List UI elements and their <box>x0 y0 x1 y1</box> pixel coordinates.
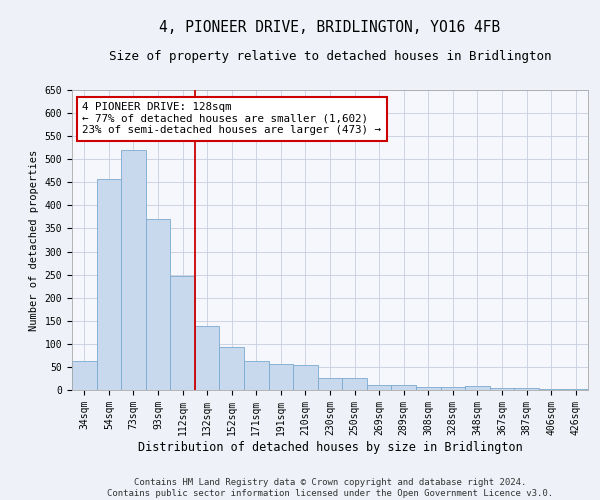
Bar <box>269 364 293 390</box>
Bar <box>563 388 588 390</box>
Y-axis label: Number of detached properties: Number of detached properties <box>29 150 39 330</box>
Bar <box>97 178 121 390</box>
Text: 4 PIONEER DRIVE: 128sqm
← 77% of detached houses are smaller (1,602)
23% of semi: 4 PIONEER DRIVE: 128sqm ← 77% of detache… <box>82 102 382 135</box>
Bar <box>121 150 146 390</box>
Bar <box>465 386 490 390</box>
Bar <box>293 364 318 390</box>
Text: Contains HM Land Registry data © Crown copyright and database right 2024.
Contai: Contains HM Land Registry data © Crown c… <box>107 478 553 498</box>
Bar <box>539 388 563 390</box>
Bar <box>342 378 367 390</box>
Bar <box>490 388 514 390</box>
Text: Size of property relative to detached houses in Bridlington: Size of property relative to detached ho… <box>109 50 551 63</box>
Bar <box>391 385 416 390</box>
Bar <box>367 386 391 390</box>
Bar <box>146 219 170 390</box>
Bar <box>72 362 97 390</box>
Bar <box>220 347 244 390</box>
Bar <box>514 388 539 390</box>
Bar <box>244 362 269 390</box>
Bar <box>195 326 220 390</box>
X-axis label: Distribution of detached houses by size in Bridlington: Distribution of detached houses by size … <box>137 440 523 454</box>
Bar <box>170 276 195 390</box>
Text: 4, PIONEER DRIVE, BRIDLINGTON, YO16 4FB: 4, PIONEER DRIVE, BRIDLINGTON, YO16 4FB <box>160 20 500 35</box>
Bar <box>318 378 342 390</box>
Bar <box>416 387 440 390</box>
Bar <box>440 387 465 390</box>
